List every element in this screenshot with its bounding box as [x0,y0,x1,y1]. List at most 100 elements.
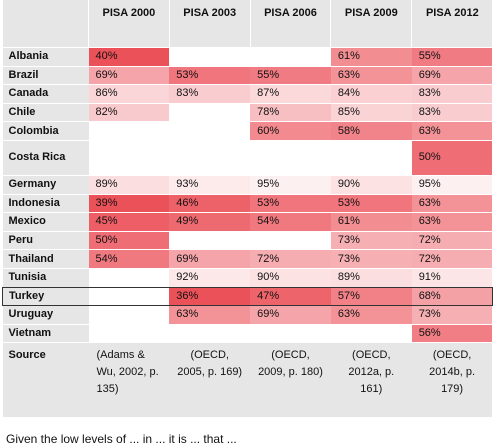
value-cell [169,323,251,343]
value-cell [250,47,331,67]
value-cell: 63% [169,305,251,325]
value-cell: 61% [330,47,412,67]
table-row: Canada 86% 83% 87% 84% 83% [2,84,493,104]
column-header: PISA 2000 [88,0,170,48]
value-cell [330,323,412,343]
value-cell: 83% [411,102,493,122]
table-row: Albania 40% 61% 55% [2,47,493,67]
value-cell: 63% [411,193,493,213]
value-cell: 84% [330,84,412,104]
value-cell: 83% [411,84,493,104]
value-cell: 53% [330,193,412,213]
value-cell: 73% [411,305,493,325]
value-cell: 55% [250,65,331,85]
value-cell: 60% [250,121,331,141]
column-header: PISA 2012 [411,0,493,48]
value-cell [88,323,170,343]
table-row: Peru 50% 73% 72% [2,230,493,250]
value-cell: 85% [330,102,412,122]
table-row: Mexico 45% 49% 54% 61% 63% [2,212,493,232]
table-row: Chile 82% 78% 85% 83% [2,102,493,122]
value-cell: 95% [411,174,493,195]
value-cell: 63% [411,121,493,141]
value-cell: 83% [169,84,251,104]
value-cell: 89% [330,267,412,288]
table-row: Costa Rica 50% [2,139,493,176]
table-row: Turkey 36% 47% 57% 68% [2,286,493,307]
value-cell: 69% [411,65,493,85]
source-citation: (OECD, 2012a, p. 161) [330,342,412,418]
country-cell: Germany [2,174,89,195]
table-row: Colombia 60% 58% 63% [2,121,493,141]
table-row: Vietnam 56% [2,323,493,343]
value-cell: 53% [169,65,251,85]
value-cell: 90% [250,267,331,288]
table-row: Brazil 69% 53% 55% 63% 69% [2,65,493,85]
value-cell [169,102,251,122]
country-cell: Costa Rica [2,139,89,176]
value-cell: 63% [330,305,412,325]
column-header: PISA 2006 [249,0,331,48]
value-cell [250,230,331,250]
value-cell: 49% [169,212,251,232]
value-cell: 93% [169,174,251,195]
value-cell: 73% [330,249,412,269]
value-cell: 87% [250,84,331,104]
value-cell [88,139,170,176]
pisa-table: PISA 2000 PISA 2003 PISA 2006 PISA 2009 PISA… [2,0,493,418]
country-cell: Vietnam [2,323,89,343]
country-cell: Mexico [2,212,89,232]
value-cell: 92% [169,267,251,288]
value-cell: 72% [411,249,493,269]
value-cell [169,121,251,141]
value-cell: 69% [169,249,251,269]
column-header: PISA 2009 [330,0,412,48]
value-cell [88,286,170,307]
country-cell: Tunisia [2,267,89,288]
source-citation: (OECD, 2014b, p. 179) [411,342,493,418]
value-cell [250,139,331,176]
value-cell: 45% [88,212,170,232]
source-label: Source [2,342,89,418]
table-row: Germany 89% 93% 95% 90% 95% [2,174,493,195]
value-cell [88,267,170,288]
value-cell [169,47,251,67]
value-cell: 54% [88,249,170,269]
value-cell [330,139,412,176]
value-cell: 56% [411,323,493,343]
value-cell [169,230,251,250]
value-cell [88,305,170,325]
value-cell: 86% [88,84,170,104]
value-cell: 72% [250,249,331,269]
value-cell: 36% [169,286,251,307]
header-corner [2,0,89,48]
country-cell: Colombia [2,121,89,141]
value-cell: 78% [250,102,331,122]
table-row: Tunisia 92% 90% 89% 91% [2,267,493,288]
value-cell: 69% [88,65,170,85]
country-cell: Turkey [2,286,89,307]
value-cell: 50% [88,230,170,250]
value-cell: 47% [250,286,331,307]
value-cell: 57% [330,286,412,307]
source-row: Source (Adams & Wu, 2002, p. 135) (OECD, 2… [2,342,493,418]
country-cell: Albania [2,47,89,67]
value-cell: 91% [411,267,493,288]
value-cell [250,323,331,343]
value-cell: 46% [169,193,251,213]
column-header: PISA 2003 [168,0,251,48]
value-cell: 95% [250,174,331,195]
country-cell: Thailand [2,249,89,269]
value-cell: 63% [411,212,493,232]
value-cell: 68% [411,286,493,307]
table-row: Thailand 54% 69% 72% 73% 72% [2,249,493,269]
value-cell: 63% [330,65,412,85]
country-cell: Canada [2,84,89,104]
source-citation: (OECD, 2005, p. 169) [169,342,251,418]
source-citation: (OECD, 2009, p. 180) [250,342,331,418]
country-cell: Indonesia [2,193,89,213]
value-cell: 39% [88,193,170,213]
table-body: Albania 40% 61% 55% Brazil 69% 53% 55% 63% 69% Can… [2,47,493,418]
value-cell: 40% [88,47,170,67]
